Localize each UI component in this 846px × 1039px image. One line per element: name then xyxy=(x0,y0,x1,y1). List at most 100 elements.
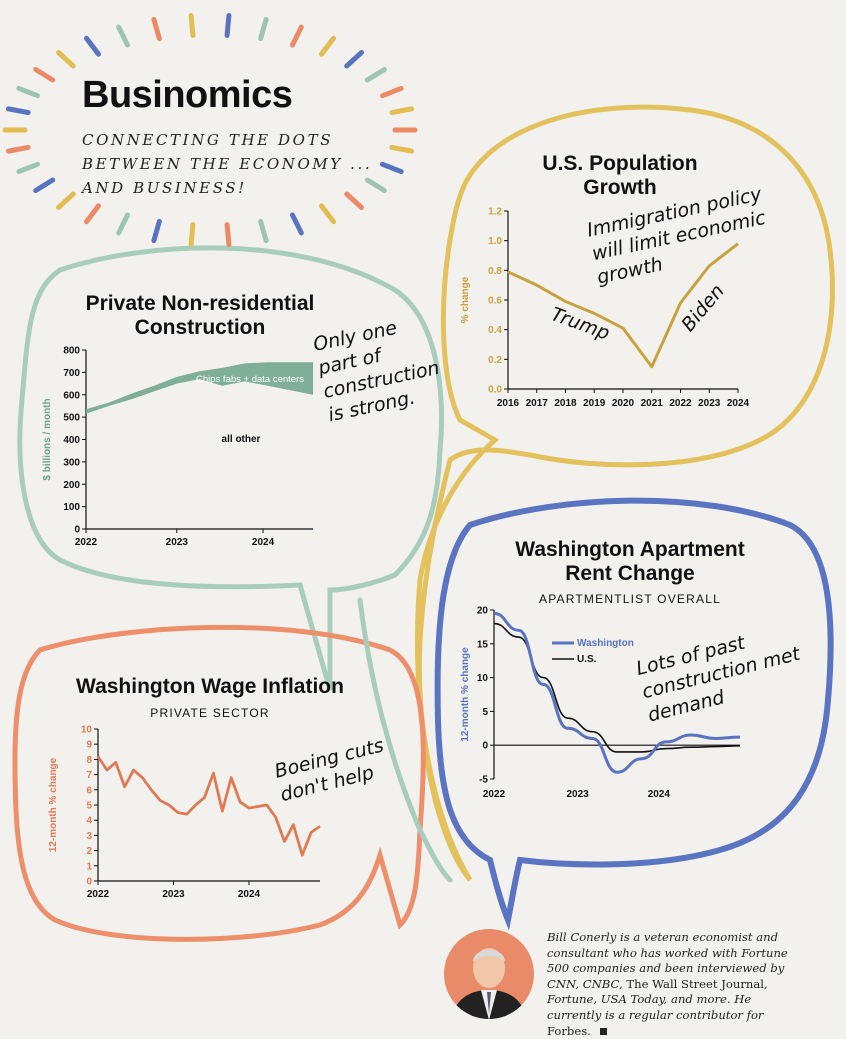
y-tick-label: 0 xyxy=(86,877,92,888)
burst-dash xyxy=(347,53,362,66)
burst-dash xyxy=(227,15,229,35)
tagline-line-2: BETWEEN THE ECONOMY ... xyxy=(82,152,412,176)
rent-title: Washington Apartment Rent Change xyxy=(480,538,780,586)
y-tick-label: 1.0 xyxy=(488,236,502,247)
burst-dash xyxy=(154,221,159,240)
y-tick-label: 1 xyxy=(86,861,92,872)
burst-dash xyxy=(119,27,128,45)
y-tick-label: 0.0 xyxy=(488,385,502,396)
y-tick-label: 0 xyxy=(482,741,488,752)
wage-title-line-1: Washington Wage Inflation xyxy=(40,675,380,699)
x-tick-label: 2017 xyxy=(526,398,549,409)
x-tick-label: 2023 xyxy=(166,537,189,548)
bio-pub-2: Forbes xyxy=(547,1024,587,1038)
x-tick-label: 2024 xyxy=(238,889,261,900)
burst-dash xyxy=(8,147,28,151)
rent-title-line-2: Rent Change xyxy=(480,562,780,586)
y-tick-label: 2 xyxy=(86,846,92,857)
y-axis-label: 12-month % change xyxy=(460,647,471,742)
y-tick-label: 7 xyxy=(86,770,92,781)
y-tick-label: 500 xyxy=(63,413,80,424)
burst-dash xyxy=(261,221,266,240)
construction-title-line-1: Private Non-residential xyxy=(40,292,360,316)
x-tick-label: 2023 xyxy=(567,789,590,800)
wage-title: Washington Wage Inflation xyxy=(40,675,380,699)
bio-end: . xyxy=(587,1024,591,1038)
y-tick-label: 5 xyxy=(86,801,92,812)
burst-dash xyxy=(59,194,74,207)
brand-title: Businomics xyxy=(82,74,292,117)
series-label-chip-fabs: Chips fabs + data centers xyxy=(196,374,304,385)
y-tick-label: 3 xyxy=(86,831,92,842)
rent-title-line-1: Washington Apartment xyxy=(480,538,780,562)
x-tick-label: 2021 xyxy=(641,398,664,409)
x-tick-label: 2016 xyxy=(497,398,520,409)
y-tick-label: 0.8 xyxy=(488,266,502,277)
burst-dash xyxy=(154,19,159,38)
y-tick-label: 400 xyxy=(63,435,80,446)
y-tick-label: 20 xyxy=(477,606,489,617)
x-tick-label: 2020 xyxy=(612,398,635,409)
x-tick-label: 2022 xyxy=(669,398,692,409)
x-tick-label: 2023 xyxy=(162,889,185,900)
burst-dash xyxy=(292,27,301,45)
y-tick-label: 6 xyxy=(86,785,92,796)
tagline-line-1: CONNECTING THE DOTS xyxy=(82,128,412,152)
y-tick-label: 100 xyxy=(63,502,80,513)
y-axis-label: 12-month % change xyxy=(48,757,59,852)
y-tick-label: 4 xyxy=(86,816,92,827)
burst-dash xyxy=(59,53,74,66)
series-label-all-other: all other xyxy=(222,434,261,445)
burst-dash xyxy=(227,225,229,245)
x-tick-label: 2019 xyxy=(583,398,606,409)
author-bio: Bill Conerly is a veteran economist and … xyxy=(547,930,797,1039)
burst-dash xyxy=(321,38,333,54)
y-tick-label: 300 xyxy=(63,457,80,468)
burst-dash xyxy=(392,109,412,113)
burst-dash xyxy=(36,69,53,80)
burst-dash xyxy=(261,19,266,38)
y-tick-label: 5 xyxy=(482,707,488,718)
burst-dash xyxy=(191,15,193,35)
y-tick-label: 0.2 xyxy=(488,355,502,366)
burst-dash xyxy=(367,69,384,80)
y-tick-label: 700 xyxy=(63,368,80,379)
burst-dash xyxy=(86,206,98,222)
brand-tagline: CONNECTING THE DOTS BETWEEN THE ECONOMY … xyxy=(82,128,412,200)
construction-annotation: Only one part of construction is strong. xyxy=(311,313,429,428)
legend-label-us: U.S. xyxy=(577,654,597,665)
y-tick-label: 9 xyxy=(86,740,92,751)
x-tick-label: 2024 xyxy=(648,789,671,800)
y-tick-label: 600 xyxy=(63,390,80,401)
burst-dash xyxy=(321,206,333,222)
y-tick-label: 800 xyxy=(63,346,80,357)
burst-dash xyxy=(36,180,53,191)
burst-dash xyxy=(86,38,98,54)
y-tick-label: 10 xyxy=(81,725,93,736)
population-title-line-1: U.S. Population xyxy=(500,152,740,176)
y-tick-label: 15 xyxy=(477,639,489,650)
burst-dash xyxy=(191,225,193,245)
x-tick-label: 2022 xyxy=(483,789,506,800)
burst-dash xyxy=(383,88,402,95)
x-tick-label: 2024 xyxy=(252,537,275,548)
burst-dash xyxy=(19,164,38,171)
y-tick-label: 0.4 xyxy=(488,325,502,336)
y-tick-label: 10 xyxy=(477,673,489,684)
x-tick-label: 2024 xyxy=(727,398,750,409)
x-tick-label: 2022 xyxy=(75,537,98,548)
burst-dash xyxy=(119,215,128,233)
series-chip-fabs-area xyxy=(86,362,313,413)
end-mark-icon xyxy=(600,1028,607,1035)
x-tick-label: 2023 xyxy=(698,398,721,409)
y-tick-label: 200 xyxy=(63,480,80,491)
burst-dash xyxy=(19,88,38,95)
y-tick-label: 1.2 xyxy=(488,207,502,218)
y-axis-label: % change xyxy=(460,276,471,323)
bio-pub-1: The Wall Street Journal xyxy=(626,977,764,991)
y-tick-label: 8 xyxy=(86,755,92,766)
tagline-line-3: AND BUSINESS! xyxy=(82,176,412,200)
x-tick-label: 2022 xyxy=(87,889,110,900)
